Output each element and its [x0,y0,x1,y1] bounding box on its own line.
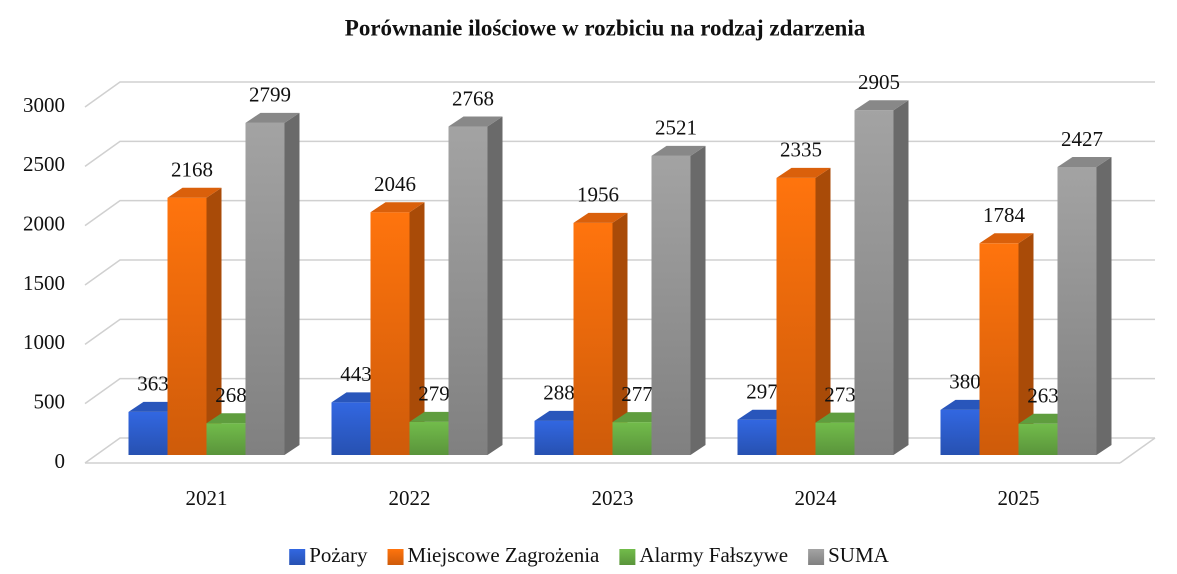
bar-top [370,202,425,213]
bar [776,167,831,455]
legend-label: Alarmy Fałszywe [639,543,788,567]
value-label: 263 [1027,384,1059,408]
value-label: 277 [621,382,653,406]
bar-front [331,402,371,455]
bar-front [737,419,777,455]
legend-label: Miejscowe Zagrożenia [408,543,601,567]
bar-front [651,155,691,455]
chart-title: Porównanie ilościowe w rozbiciu na rodza… [345,15,866,40]
value-label: 2168 [171,158,213,182]
bar-top [1057,156,1112,167]
bar-side [487,116,503,455]
bar [573,212,628,455]
value-label: 297 [746,380,778,404]
y-tick-label: 0 [55,449,66,473]
value-label: 2799 [249,83,291,107]
legend-label: Pożary [309,543,368,567]
bar-top [651,145,706,156]
bar-front [245,122,285,456]
bar-side [690,145,706,455]
bar-front [815,422,855,455]
bar-front [854,110,894,456]
bar-front [370,212,410,455]
value-label: 268 [215,383,247,407]
bar-side [815,167,831,455]
legend-label: SUMA [828,543,890,567]
value-label: 288 [543,381,575,405]
value-label: 443 [340,362,372,386]
bar [370,202,425,455]
value-label: 273 [824,382,856,406]
bar-side [1096,156,1112,455]
y-tick-label: 2500 [23,152,65,176]
x-tick-label: 2025 [998,486,1040,510]
bar-top [979,233,1034,244]
bar-side [1018,233,1034,455]
grid-line [84,81,1155,108]
bar-front [979,243,1019,455]
value-label: 2335 [780,138,822,162]
bar-front [409,421,449,455]
bar-top [776,167,831,178]
value-label: 279 [418,382,450,406]
legend-swatch [289,549,306,565]
bar-side [206,187,222,456]
value-label: 2905 [858,70,900,94]
bar-front [448,126,488,455]
bar-top [854,100,909,111]
bar [167,187,222,456]
y-tick-label: 500 [34,389,66,413]
bar [245,112,300,456]
value-label: 1956 [577,183,619,207]
bar-front [776,177,816,455]
value-label: 2521 [655,116,697,140]
bar-front [128,411,168,455]
bar-side [893,100,909,456]
bar [448,116,503,455]
value-label: 380 [949,370,981,394]
bar-top [245,112,300,123]
bar [1057,156,1112,455]
y-tick-label: 1000 [23,330,65,354]
bar-front [167,197,207,456]
value-label: 2768 [452,86,494,110]
bar-side [284,112,300,456]
value-label: 363 [137,372,169,396]
bar [651,145,706,455]
bar-front [534,420,574,455]
bar-top [448,116,503,127]
bar-front [940,409,980,455]
bar-top [167,187,222,198]
legend-swatch [387,549,404,565]
y-tick-label: 3000 [23,93,65,117]
grid-line [84,140,1155,167]
y-tick-label: 1500 [23,271,65,295]
bar-front [612,422,652,455]
x-tick-label: 2022 [389,486,431,510]
legend-swatch [808,549,825,565]
y-tick-label: 2000 [23,211,65,235]
bar-front [1018,423,1058,455]
legend: Pożary Miejscowe Zagrożenia Alarmy Fałszyw… [289,543,890,567]
x-tick-label: 2021 [186,486,228,510]
bar-front [1057,166,1097,455]
bar-side [612,212,628,455]
value-label: 2046 [374,172,416,196]
bar-front [206,423,246,455]
x-tick-label: 2024 [795,486,838,510]
floor-line [1119,437,1156,464]
bar [854,100,909,456]
value-label: 2427 [1061,127,1103,151]
legend-swatch [619,549,636,565]
x-tick-label: 2023 [592,486,634,510]
bar-front [573,222,613,455]
bar-top [573,212,628,223]
value-label: 1784 [983,203,1026,227]
bar [979,233,1034,455]
bar-side [409,202,425,455]
